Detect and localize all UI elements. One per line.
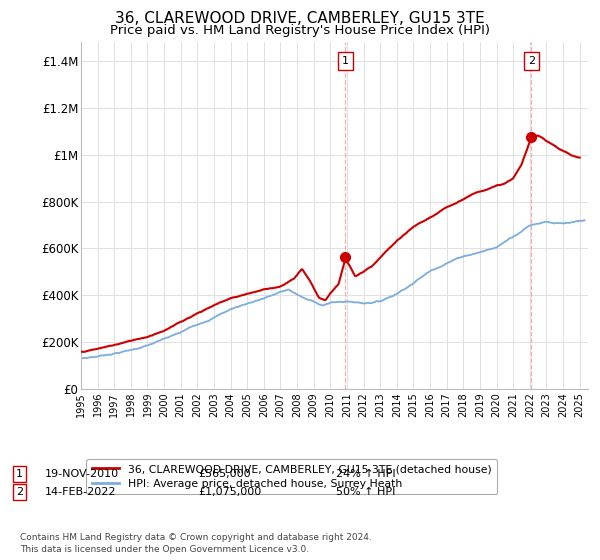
Text: £1,075,000: £1,075,000 [198,487,261,497]
Text: Contains HM Land Registry data © Crown copyright and database right 2024.
This d: Contains HM Land Registry data © Crown c… [20,533,371,554]
Legend: 36, CLAREWOOD DRIVE, CAMBERLEY, GU15 3TE (detached house), HPI: Average price, d: 36, CLAREWOOD DRIVE, CAMBERLEY, GU15 3TE… [86,459,497,494]
Text: 24% ↑ HPI: 24% ↑ HPI [336,469,395,479]
Text: 1: 1 [16,469,23,479]
Text: 1: 1 [342,56,349,66]
Text: 2: 2 [16,487,23,497]
Text: 50% ↑ HPI: 50% ↑ HPI [336,487,395,497]
Text: 14-FEB-2022: 14-FEB-2022 [45,487,116,497]
Text: 2: 2 [528,56,535,66]
Text: 19-NOV-2010: 19-NOV-2010 [45,469,119,479]
Text: £565,000: £565,000 [198,469,251,479]
Text: 36, CLAREWOOD DRIVE, CAMBERLEY, GU15 3TE: 36, CLAREWOOD DRIVE, CAMBERLEY, GU15 3TE [115,11,485,26]
Text: Price paid vs. HM Land Registry's House Price Index (HPI): Price paid vs. HM Land Registry's House … [110,24,490,36]
